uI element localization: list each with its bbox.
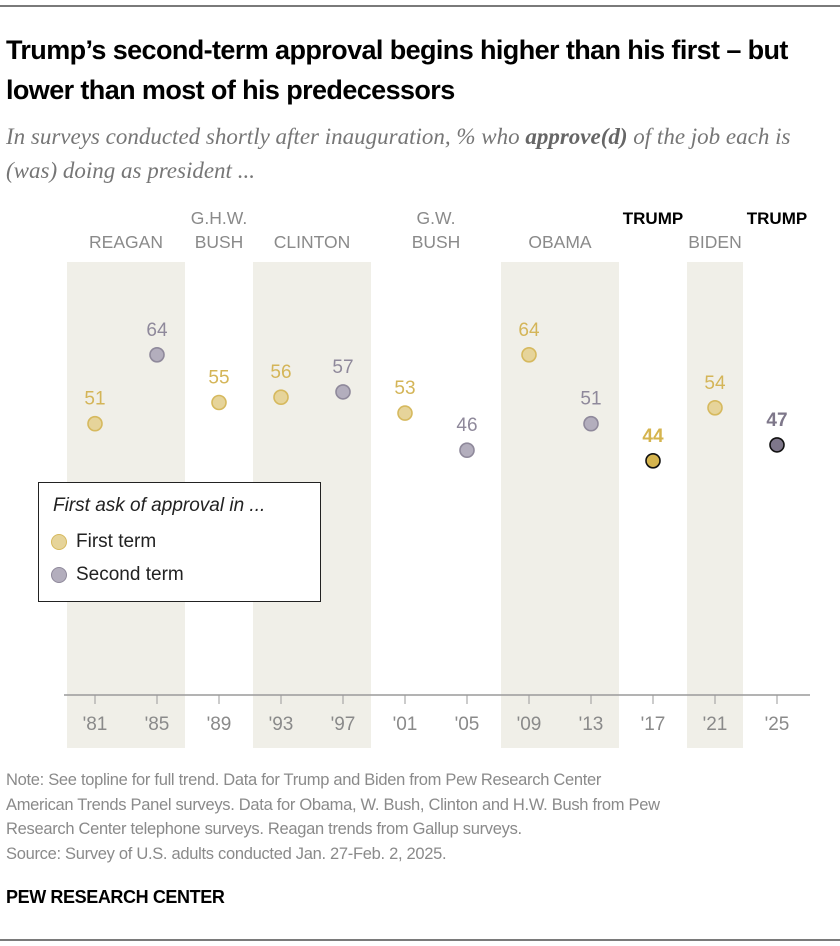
data-label: 44 xyxy=(642,426,664,447)
data-label: 51 xyxy=(84,389,105,410)
data-point xyxy=(583,415,599,432)
top-rule xyxy=(0,5,840,7)
president-label: REAGAN xyxy=(89,232,163,252)
data-point xyxy=(87,415,103,432)
legend-item-first-term: First term xyxy=(51,531,156,553)
legend-title: First ask of approval in ... xyxy=(53,495,266,516)
data-label: 47 xyxy=(766,410,787,431)
data-point xyxy=(273,389,289,405)
brand-logo-text: PEW RESEARCH CENTER xyxy=(6,887,225,907)
data-label: 64 xyxy=(518,320,540,341)
data-label: 57 xyxy=(332,357,353,378)
legend-label: First term xyxy=(76,531,157,552)
chart-subtitle: In surveys conducted shortly after inaug… xyxy=(6,120,836,188)
data-label: 55 xyxy=(208,368,229,389)
president-band xyxy=(501,262,619,748)
data-point xyxy=(459,442,475,458)
data-label: 53 xyxy=(394,378,415,399)
president-label: OBAMA xyxy=(528,232,592,252)
bottom-rule xyxy=(0,939,840,941)
data-point xyxy=(335,384,351,400)
data-point xyxy=(521,347,537,363)
note-line: Research Center telephone surveys. Reaga… xyxy=(6,820,522,838)
president-label: G.W. xyxy=(417,208,456,228)
data-label: 56 xyxy=(270,362,291,383)
x-tick-label: '89 xyxy=(207,714,232,735)
subtitle-pre: In surveys conducted shortly after inaug… xyxy=(6,124,526,149)
x-tick-label: '13 xyxy=(579,714,604,735)
chart-title: Trump’s second-term approval begins high… xyxy=(6,35,788,105)
legend: First ask of approval in ... First term … xyxy=(38,482,321,602)
data-point xyxy=(769,437,785,453)
second-term-swatch-icon xyxy=(51,567,67,583)
subtitle-post: of the job each is (was) doing as presid… xyxy=(6,124,791,183)
president-label: CLINTON xyxy=(274,232,351,252)
president-label: BIDEN xyxy=(688,232,741,252)
data-point xyxy=(211,394,227,411)
data-label: 54 xyxy=(704,373,726,394)
data-label: 64 xyxy=(146,320,168,341)
x-tick-label: '85 xyxy=(145,714,170,735)
data-label: 51 xyxy=(580,389,601,410)
approval-chart: REAGAN G.H.W. BUSH CLINTON G.W. BUSH OBAMA TRUM… xyxy=(64,208,810,748)
data-point xyxy=(397,405,413,421)
x-tick-label: '05 xyxy=(455,714,480,735)
data-point xyxy=(645,452,661,469)
note-line: American Trends Panel surveys. Data for … xyxy=(6,795,660,814)
data-point xyxy=(149,347,165,363)
president-band xyxy=(687,262,743,748)
x-tick-label: '09 xyxy=(517,714,542,735)
data-point xyxy=(707,400,723,416)
x-tick-label: '93 xyxy=(269,714,294,735)
president-label: BUSH xyxy=(195,232,244,252)
x-tick-label: '25 xyxy=(765,714,790,735)
note-line: Note: See topline for full trend. Data f… xyxy=(6,771,602,789)
source-line: Source: Survey of U.S. adults conducted … xyxy=(6,844,447,863)
president-label: G.H.W. xyxy=(191,208,247,228)
president-label: BUSH xyxy=(412,232,461,252)
data-label: 46 xyxy=(456,415,477,436)
president-label: TRUMP xyxy=(747,209,807,228)
x-tick-label: '21 xyxy=(703,714,728,735)
x-tick-label: '81 xyxy=(83,714,108,735)
x-tick-label: '01 xyxy=(393,714,418,735)
x-tick-label: '17 xyxy=(641,714,666,735)
legend-item-second-term: Second term xyxy=(51,564,184,586)
note: Note: See topline for full trend. Data f… xyxy=(6,768,836,866)
x-tick-label: '97 xyxy=(331,714,356,735)
subtitle-bold: approve(d) xyxy=(525,124,628,149)
legend-label: Second term xyxy=(76,564,184,585)
president-label: TRUMP xyxy=(623,209,683,228)
first-term-swatch-icon xyxy=(51,534,67,550)
